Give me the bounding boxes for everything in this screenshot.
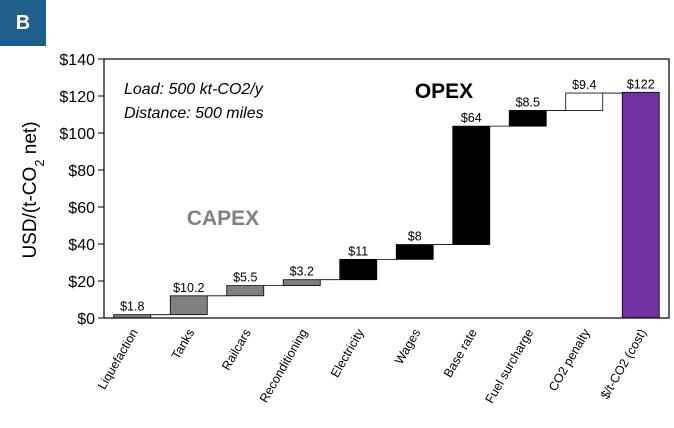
y-axis-label-main: USD/(t-CO [20,167,41,259]
y-tick-label: $140 [59,52,95,69]
annotation-distance: Distance: 500 miles [124,105,264,122]
data-label: $5.5 [233,271,257,285]
plot-frame [103,58,670,319]
x-tick-label: Base rate [441,326,480,379]
bar-electricity [339,258,378,281]
y-axis-label-group: USD/(t-CO2 net) [20,121,47,258]
y-tick-label: $0 [77,311,95,328]
y-tick-label: $40 [68,237,95,254]
annotation-load: Load: 500 kt-CO2/y [124,81,264,98]
bar-railcars [226,285,265,297]
x-tick-label: Fuel surcharge [483,326,537,405]
bar-wages [395,244,434,260]
bar-fuel-surcharge [508,110,547,127]
bar-co2-penalty [565,92,604,111]
data-label: $3.2 [290,265,314,279]
x-tick-label: Electricity [328,326,367,380]
data-label: $10.2 [173,281,204,295]
y-axis-label-end: net) [20,121,41,159]
y-tick-label: $120 [59,89,95,106]
x-tick-label: Railcars [219,327,254,373]
bar-tanks [169,295,208,316]
x-tick-label: Reconditioning [257,326,310,405]
panel-label: B [15,11,31,34]
bar--t-co2-cost- [621,91,660,319]
x-axis-labels: Liquefaction Tanks Railcars Reconditioning E… [95,326,649,406]
y-axis-label: USD/(t-CO2 net) [20,121,47,258]
x-tick-label: $/t-CO2 (cost) [598,327,649,402]
connector-lines [150,92,623,316]
y-tick-label: $80 [68,163,95,180]
bar-base-rate [452,125,491,245]
bar-reconditioning [282,279,321,287]
data-labels: $1.8 $10.2 $5.5 $3.2 $11 $8 $64 $8.5 $9.4 $122 [120,77,655,313]
annotation-opex: OPEX [415,80,473,103]
data-label: $122 [627,77,655,91]
bars [113,91,660,319]
data-label: $64 [461,111,482,125]
annotation-capex: CAPEX [187,207,259,230]
y-tick-label: $20 [68,274,95,291]
x-tick-label: Liquefaction [95,326,141,391]
x-tick-label: CO2 penalty [546,326,593,394]
y-tick-label: $60 [68,200,95,217]
y-axis-ticks: $0 $20 $40 $60 $80 $100 $120 $140 [59,52,104,328]
data-label: $9.4 [572,78,596,92]
y-tick-label: $100 [59,126,95,143]
x-tick-label: Tanks [169,327,197,362]
data-label: $8 [408,230,422,244]
x-tick-label: Wages [392,327,423,367]
y-axis-label-subscript: 2 [32,159,47,166]
data-label: $1.8 [120,300,144,314]
panel-label-badge: B [0,0,46,46]
data-label: $8.5 [516,95,540,109]
data-label: $11 [348,244,368,258]
